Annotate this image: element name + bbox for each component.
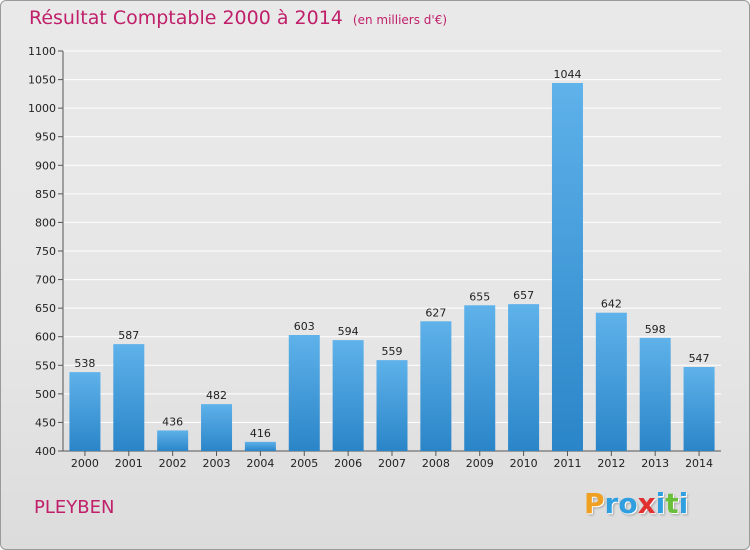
bar-value-label: 559 <box>382 345 403 358</box>
bar-value-label: 594 <box>338 325 359 338</box>
bar <box>464 305 496 451</box>
logo-letter: o <box>618 487 638 520</box>
bar-value-label: 627 <box>425 306 446 319</box>
logo-letter: r <box>604 487 619 520</box>
bar <box>288 335 320 451</box>
x-tick-label: 2009 <box>466 457 494 470</box>
logo-letter: i <box>678 487 689 520</box>
bar <box>332 340 364 451</box>
bar-value-label: 547 <box>689 352 710 365</box>
y-tick-label: 1050 <box>28 74 56 87</box>
bar <box>244 441 276 451</box>
x-tick-label: 2005 <box>290 457 318 470</box>
bar-value-label: 642 <box>601 298 622 311</box>
y-tick-label: 1000 <box>28 102 56 115</box>
bar <box>639 337 671 451</box>
x-tick-label: 2011 <box>553 457 581 470</box>
bar <box>376 360 408 451</box>
y-tick-label: 600 <box>35 331 56 344</box>
commune-name: PLEYBEN <box>34 497 115 518</box>
bar <box>508 304 540 451</box>
bar <box>683 367 715 451</box>
x-tick-label: 2010 <box>510 457 538 470</box>
y-tick-label: 700 <box>35 274 56 287</box>
bar-value-label: 416 <box>250 427 271 440</box>
bar <box>157 430 189 451</box>
bar-value-label: 436 <box>162 415 183 428</box>
x-tick-label: 2002 <box>159 457 187 470</box>
x-tick-label: 2007 <box>378 457 406 470</box>
chart-title: Résultat Comptable 2000 à 2014 (en millie… <box>29 7 447 29</box>
bar-value-label: 538 <box>74 357 95 370</box>
bar <box>420 321 452 451</box>
y-tick-label: 850 <box>35 188 56 201</box>
x-tick-label: 2012 <box>597 457 625 470</box>
chart-title-text: Résultat Comptable 2000 à 2014 <box>29 7 343 29</box>
bar <box>595 312 627 451</box>
y-tick-label: 450 <box>35 416 56 429</box>
y-tick-label: 650 <box>35 302 56 315</box>
bar <box>551 83 583 451</box>
logo-letter: P <box>584 487 605 520</box>
bar-value-label: 603 <box>294 320 315 333</box>
bar-value-label: 587 <box>118 329 139 342</box>
y-tick-label: 950 <box>35 131 56 144</box>
bar-value-label: 657 <box>513 289 534 302</box>
y-tick-label: 800 <box>35 216 56 229</box>
logo-letter: x <box>637 487 656 520</box>
x-tick-label: 2000 <box>71 457 99 470</box>
logo-letter: t <box>665 487 679 520</box>
bar <box>201 404 233 451</box>
y-tick-label: 750 <box>35 245 56 258</box>
x-tick-label: 2008 <box>422 457 450 470</box>
bar-value-label: 1044 <box>553 68 581 81</box>
x-tick-label: 2003 <box>203 457 231 470</box>
y-tick-label: 400 <box>35 445 56 458</box>
proxiti-logo: Proxiti <box>584 487 688 520</box>
y-tick-label: 1100 <box>28 45 56 58</box>
bar <box>69 372 101 451</box>
x-tick-label: 2004 <box>246 457 274 470</box>
x-tick-label: 2006 <box>334 457 362 470</box>
bar-value-label: 655 <box>469 290 490 303</box>
logo-letter: i <box>655 487 666 520</box>
bar <box>113 344 145 451</box>
x-tick-label: 2001 <box>115 457 143 470</box>
bar-value-label: 598 <box>645 323 666 336</box>
y-tick-label: 900 <box>35 159 56 172</box>
x-tick-label: 2013 <box>641 457 669 470</box>
bar-value-label: 482 <box>206 389 227 402</box>
y-tick-label: 550 <box>35 359 56 372</box>
y-tick-label: 500 <box>35 388 56 401</box>
chart-subtitle: (en milliers d'€) <box>352 13 448 27</box>
x-tick-label: 2014 <box>685 457 713 470</box>
